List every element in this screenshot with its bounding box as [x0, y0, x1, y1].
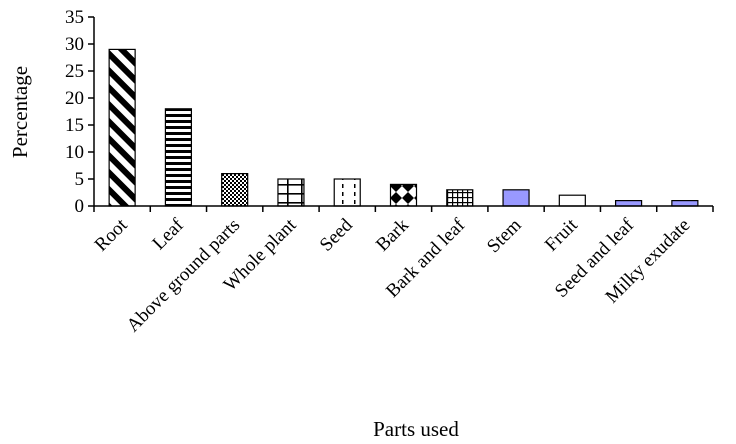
bar [277, 178, 305, 207]
bar [389, 183, 418, 207]
bar [221, 173, 249, 207]
y-tick-label: 30 [65, 34, 84, 55]
bar [446, 189, 474, 207]
y-axis-title: Percentage [8, 66, 32, 158]
bar [558, 194, 586, 207]
y-tick-label: 10 [65, 142, 84, 163]
y-tick-label: 20 [65, 88, 84, 109]
x-category-label: Root [91, 214, 132, 255]
x-category-label: Fruit [541, 214, 582, 255]
bar [502, 189, 530, 207]
bar [671, 200, 699, 207]
y-tick-label: 5 [75, 169, 85, 190]
bar [108, 48, 136, 207]
x-category-label: Leaf [148, 214, 188, 254]
bar [164, 108, 193, 207]
y-tick-label: 0 [75, 196, 85, 217]
bar [614, 200, 643, 207]
x-category-label: Stem [483, 215, 526, 258]
x-axis-title: Parts used [373, 417, 459, 441]
x-category-label: Bark [372, 214, 413, 255]
y-tick-label: 25 [65, 61, 84, 82]
x-category-label: Seed [316, 214, 357, 255]
y-tick-label: 35 [65, 7, 84, 28]
bar [333, 178, 361, 207]
y-tick-label: 15 [65, 115, 84, 136]
